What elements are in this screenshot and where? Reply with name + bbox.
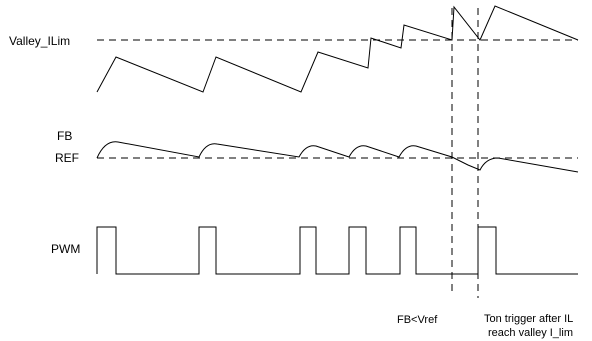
pwm-waveform (96, 226, 578, 275)
ton-trigger-annotation-line2: reach valley I_lim (488, 327, 573, 339)
pwm-label: PWM (51, 242, 81, 256)
fb-label: FB (57, 129, 73, 143)
ref-label: REF (55, 151, 79, 165)
valley-ilim-label: Valley_ILim (9, 34, 71, 48)
ton-trigger-annotation-line1: Ton trigger after IL (484, 313, 574, 325)
fb-lt-vref-annotation: FB<Vref (397, 314, 438, 326)
inductor-current-waveform (96, 5, 579, 93)
fb-waveform (96, 141, 579, 173)
